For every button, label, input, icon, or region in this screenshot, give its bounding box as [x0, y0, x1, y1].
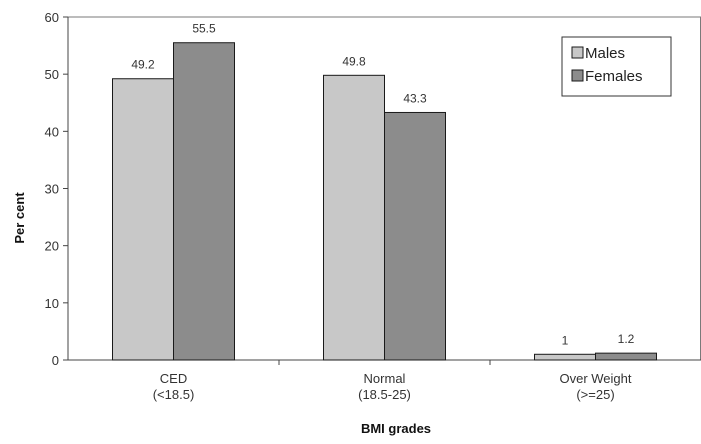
y-tick-label: 0	[52, 353, 59, 368]
y-tick-label: 60	[45, 10, 59, 25]
y-tick-label: 40	[45, 124, 59, 139]
category-label: (<18.5)	[153, 387, 195, 402]
y-tick-label: 50	[45, 67, 59, 82]
x-axis-title: BMI grades	[361, 421, 431, 436]
data-label-males-2: 1	[562, 333, 569, 347]
data-label-males-1: 49.8	[342, 54, 366, 68]
legend-label-males: Males	[585, 45, 625, 62]
bar-males-0	[113, 79, 174, 360]
data-label-males-0: 49.2	[131, 58, 155, 72]
y-axis-ticks: 0 10 20 30 40 50 60	[45, 10, 68, 368]
y-axis-title: Per cent	[12, 192, 27, 244]
category-label: Over Weight	[559, 371, 631, 386]
data-label-females-1: 43.3	[403, 91, 427, 105]
bar-females-2	[596, 353, 657, 360]
y-tick-label: 20	[45, 239, 59, 254]
data-label-females-0: 55.5	[192, 22, 216, 36]
y-tick-label: 30	[45, 182, 59, 197]
bar-females-1	[385, 112, 446, 360]
legend-swatch-males	[572, 47, 583, 58]
bar-males-1	[324, 75, 385, 360]
category-label: Normal	[364, 371, 406, 386]
category-label: (18.5-25)	[358, 387, 411, 402]
y-tick-label: 10	[45, 296, 59, 311]
bar-males-2	[535, 354, 596, 360]
legend-label-females: Females	[585, 68, 643, 85]
data-label-females-2: 1.2	[618, 332, 635, 346]
category-label: CED	[160, 371, 187, 386]
category-label: (>=25)	[576, 387, 614, 402]
bar-females-0	[174, 43, 235, 360]
x-axis-categories: CED(<18.5) Normal(18.5-25) Over Weight(>=2…	[153, 360, 632, 402]
legend-swatch-females	[572, 70, 583, 81]
legend: Males Females	[562, 37, 671, 96]
